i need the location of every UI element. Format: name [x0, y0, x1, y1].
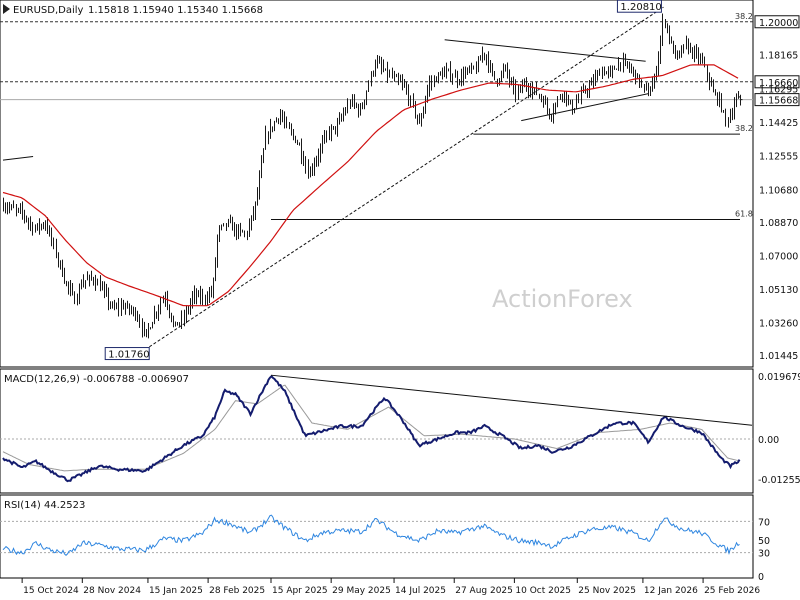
x-axis-label: 28 Nov 2024 — [83, 586, 141, 596]
x-axis-label: 10 Oct 2025 — [515, 586, 571, 596]
rsi-axis-label: 50 — [758, 536, 770, 547]
rsi-layer — [0, 514, 753, 556]
trendline-0 — [144, 6, 664, 350]
x-axis-label: 25 Feb 2026 — [704, 586, 760, 596]
watermark: ActionForex — [492, 285, 633, 313]
x-axis-label: 29 May 2025 — [332, 586, 391, 596]
x-axis-label: 15 Jan 2025 — [149, 586, 203, 596]
collapse-triangle-icon[interactable] — [3, 4, 10, 14]
macd-axis-label: 0.00 — [758, 435, 779, 446]
price-axis-highlight-box — [754, 15, 800, 29]
trendline-5 — [2, 156, 34, 161]
x-axis-label: 28 Feb 2025 — [209, 586, 265, 596]
x-axis-label: 15 Oct 2024 — [23, 586, 79, 596]
macd-layer — [0, 374, 753, 483]
x-axis-label: 25 Nov 2025 — [578, 586, 636, 596]
price-axis-label: 1.16660 — [759, 78, 798, 89]
moving-average-line — [2, 64, 739, 307]
fib-label-1: 38.2 — [735, 124, 753, 133]
rsi-line — [2, 514, 740, 556]
x-axis-label: 14 Jul 2025 — [395, 586, 446, 596]
price-axis-label: 1.18165 — [759, 51, 798, 62]
price-axis-label: 1.01445 — [759, 351, 798, 362]
price-axis-label: 1.14425 — [759, 118, 798, 129]
ohlc-values: 1.15818 1.15940 1.15340 1.15668 — [88, 5, 263, 16]
trendline-2 — [521, 93, 649, 122]
macd-trendline — [270, 374, 753, 426]
annotation-box-0 — [616, 0, 662, 13]
fib-label-2: 61.8 — [735, 209, 753, 218]
price-axis-highlight-box — [754, 93, 800, 107]
annotation-label-0: 1.20810 — [620, 2, 661, 13]
price-layer: 38.2 38.2 61.8 1.20810 1.01760 — [0, 0, 753, 361]
price-axis-label: 1.12555 — [759, 152, 798, 163]
x-axis-label: 15 Apr 2025 — [272, 586, 328, 596]
annotation-label-1: 1.01760 — [108, 350, 149, 361]
rsi-axis-label: 0 — [758, 572, 764, 583]
macd-axis-label: 0.019679 — [758, 372, 800, 383]
chart-header: EURUSD,Daily 1.15818 1.15940 1.15340 1.1… — [3, 4, 263, 16]
price-axis-label: 1.10680 — [759, 185, 798, 196]
macd-line — [2, 374, 741, 483]
x-axis-label: 12 Jan 2026 — [644, 586, 698, 596]
macd-axis-label: -0.012552 — [758, 475, 800, 486]
rsi-panel-frame — [0, 494, 754, 579]
price-axis-label: 1.07000 — [759, 251, 798, 262]
price-axis-label: 1.20000 — [759, 18, 798, 29]
rsi-axis-label: 70 — [758, 517, 770, 528]
price-axis-label: 1.15668 — [759, 96, 798, 107]
rsi-title: RSI(14) 44.2523 — [4, 500, 85, 511]
x-axis-label: 27 Aug 2025 — [455, 586, 513, 596]
macd-title: MACD(12,26,9) -0.006788 -0.006907 — [4, 374, 189, 385]
rsi-axis-label: 30 — [758, 549, 770, 560]
trendline-1 — [444, 39, 646, 62]
price-axis-highlight-box — [754, 75, 800, 89]
price-axis-label: 1.16295 — [759, 84, 798, 95]
fib-label-0: 38.2 — [735, 12, 753, 21]
annotation-box-1 — [104, 347, 150, 361]
price-axis-label: 1.03260 — [759, 319, 798, 330]
price-axis-label: 1.05130 — [759, 285, 798, 296]
price-panel-frame — [0, 0, 754, 368]
price-axis-label: 1.08870 — [759, 218, 798, 229]
macd-panel-frame — [0, 368, 754, 494]
chart-title: EURUSD,Daily — [13, 5, 84, 16]
